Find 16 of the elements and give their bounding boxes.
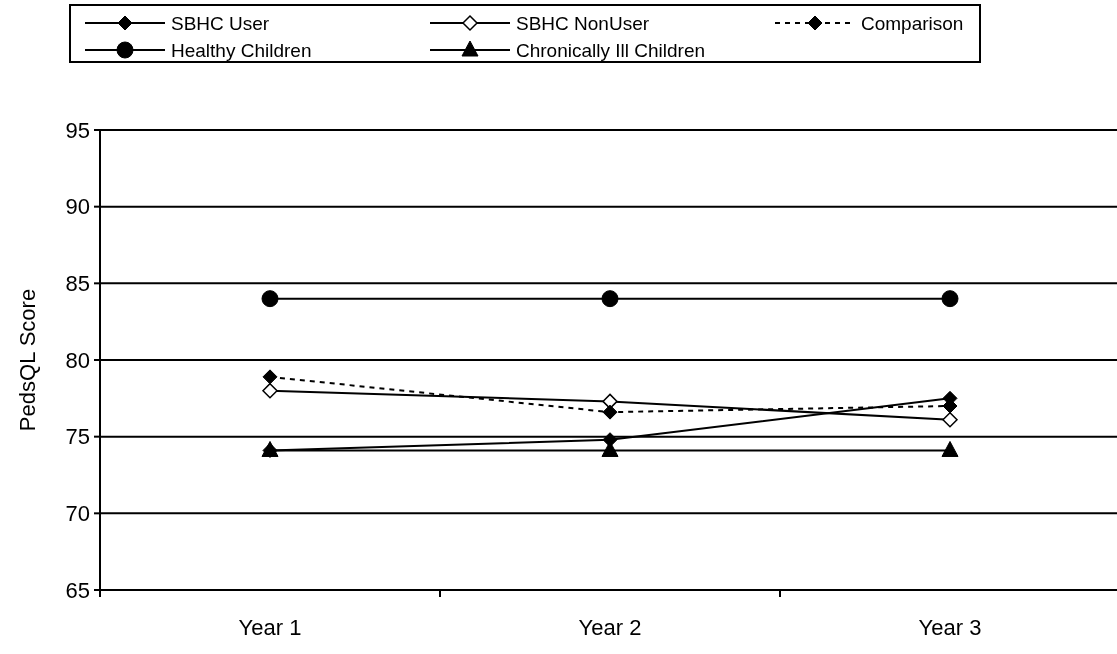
legend-label: Healthy Children <box>171 39 312 61</box>
y-tick-label: 70 <box>65 501 90 527</box>
x-tick-label: Year 3 <box>918 615 982 640</box>
x-tick-label: Year 1 <box>238 615 302 640</box>
legend-label: Comparison <box>861 12 964 34</box>
y-tick-label: 85 <box>65 271 90 297</box>
legend-label: SBHC NonUser <box>516 12 650 34</box>
y-tick-label: 80 <box>65 347 90 373</box>
legend-label: SBHC User <box>171 12 270 34</box>
x-tick-label: Year 2 <box>578 615 642 640</box>
y-tick-label: 95 <box>65 117 90 143</box>
legend-label: Chronically Ill Children <box>516 39 706 61</box>
y-tick-label: 90 <box>65 194 90 220</box>
y-tick-label: 65 <box>65 577 90 603</box>
y-axis-title: PedsQL Score <box>15 288 40 432</box>
y-tick-label: 75 <box>65 424 90 450</box>
